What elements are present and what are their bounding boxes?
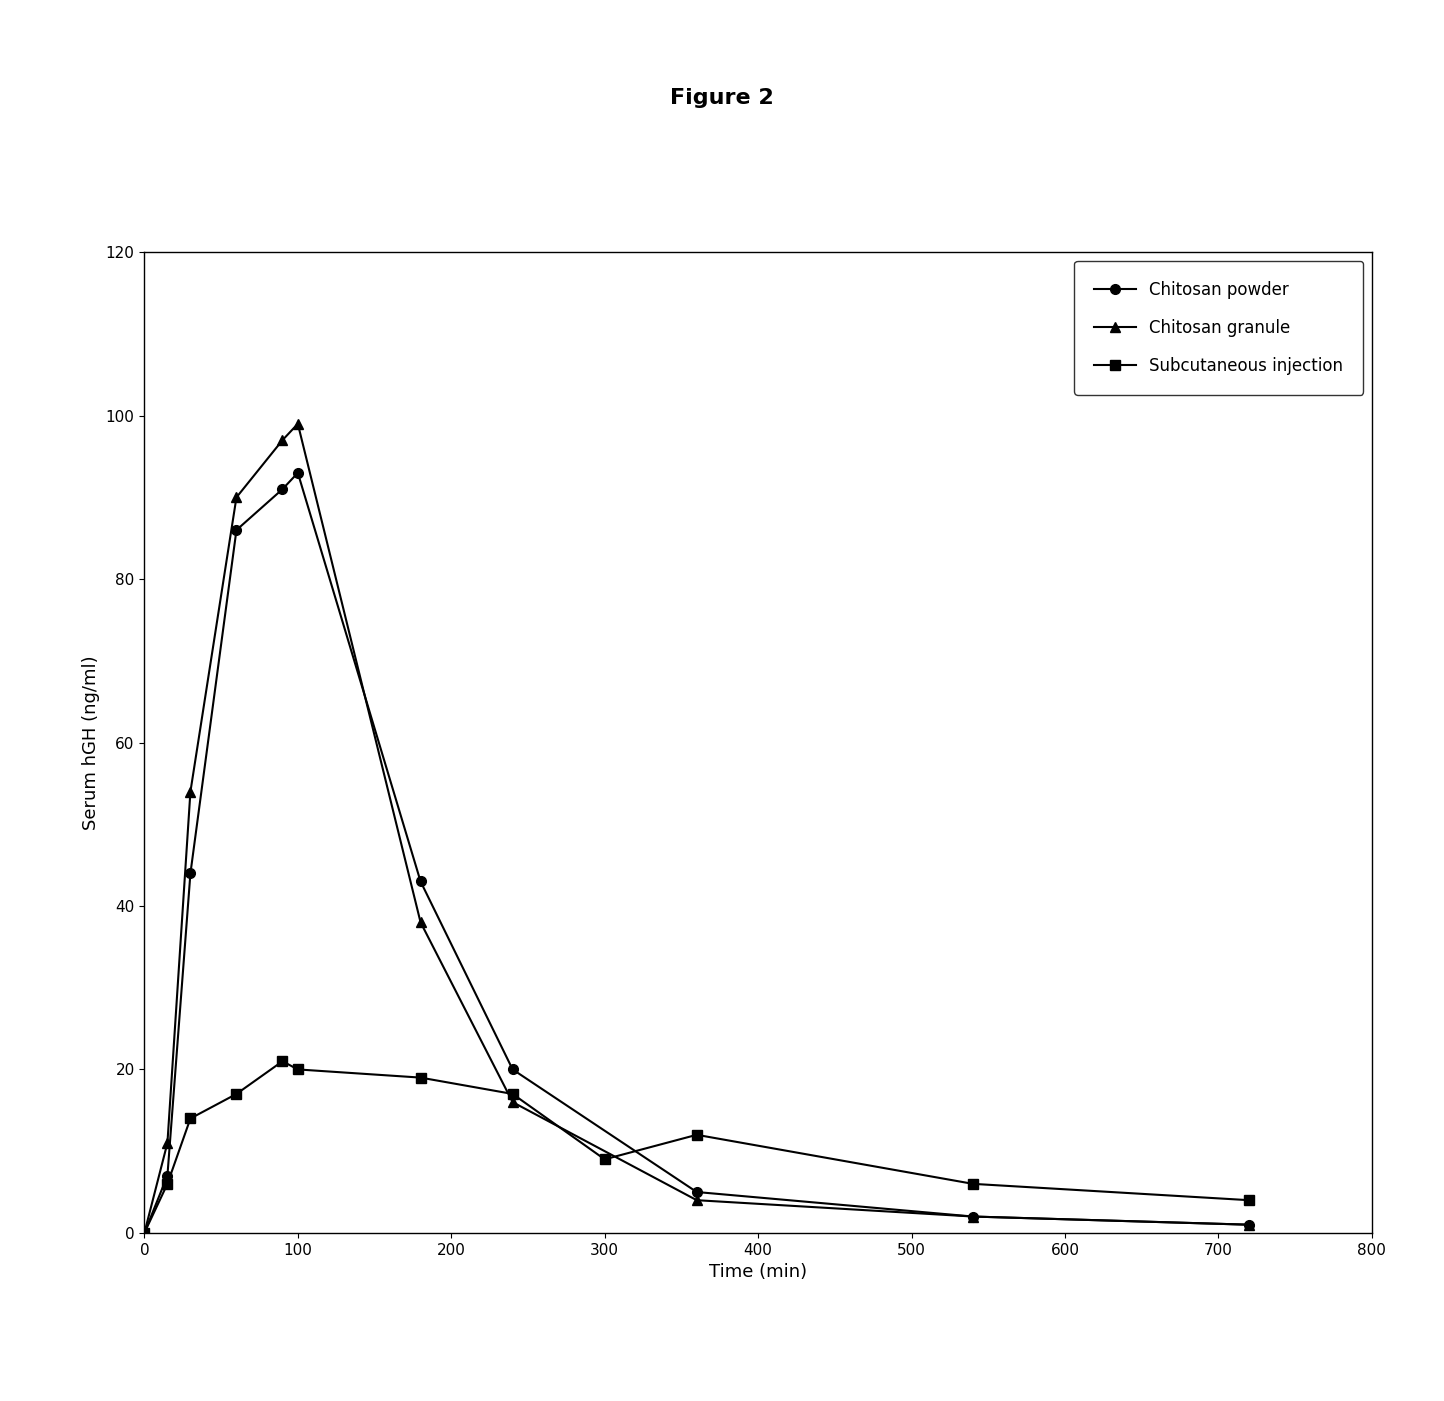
Subcutaneous injection — [159, 1175, 176, 1192]
Line: Subcutaneous injection: Subcutaneous injection — [140, 1056, 1253, 1237]
Chitosan powder — [965, 1208, 982, 1224]
Chitosan powder — [274, 481, 292, 497]
Chitosan granule — [274, 432, 292, 448]
Chitosan powder — [182, 864, 199, 881]
Chitosan granule — [136, 1224, 153, 1241]
Chitosan granule — [687, 1192, 705, 1209]
Text: Figure 2: Figure 2 — [670, 88, 774, 108]
Subcutaneous injection — [504, 1086, 521, 1103]
Line: Chitosan granule: Chitosan granule — [140, 419, 1253, 1237]
Chitosan powder — [1240, 1216, 1258, 1233]
Chitosan granule — [289, 415, 306, 432]
Chitosan powder — [504, 1061, 521, 1077]
Subcutaneous injection — [289, 1061, 306, 1077]
Chitosan granule — [1240, 1216, 1258, 1233]
Chitosan powder — [412, 873, 429, 890]
Chitosan powder — [159, 1167, 176, 1184]
X-axis label: Time (min): Time (min) — [709, 1264, 807, 1281]
Subcutaneous injection — [136, 1224, 153, 1241]
Chitosan granule — [228, 489, 245, 506]
Chitosan granule — [504, 1094, 521, 1111]
Legend: Chitosan powder, Chitosan granule, Subcutaneous injection: Chitosan powder, Chitosan granule, Subcu… — [1074, 261, 1363, 395]
Chitosan powder — [687, 1184, 705, 1201]
Subcutaneous injection — [274, 1054, 292, 1070]
Subcutaneous injection — [1240, 1192, 1258, 1209]
Chitosan powder — [289, 465, 306, 482]
Subcutaneous injection — [228, 1086, 245, 1103]
Chitosan granule — [182, 783, 199, 800]
Chitosan granule — [965, 1208, 982, 1224]
Subcutaneous injection — [412, 1069, 429, 1086]
Subcutaneous injection — [687, 1126, 705, 1143]
Subcutaneous injection — [596, 1152, 614, 1168]
Chitosan powder — [228, 521, 245, 538]
Subcutaneous injection — [182, 1110, 199, 1126]
Y-axis label: Serum hGH (ng/ml): Serum hGH (ng/ml) — [82, 656, 100, 829]
Chitosan granule — [159, 1135, 176, 1152]
Chitosan powder — [136, 1224, 153, 1241]
Line: Chitosan powder: Chitosan powder — [140, 468, 1253, 1237]
Subcutaneous injection — [965, 1175, 982, 1192]
Chitosan granule — [412, 913, 429, 930]
